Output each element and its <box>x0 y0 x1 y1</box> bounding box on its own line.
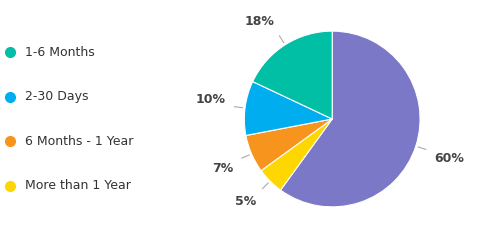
Text: 60%: 60% <box>434 152 464 165</box>
Text: 6 Months - 1 Year: 6 Months - 1 Year <box>24 135 133 148</box>
Text: 1-6 Months: 1-6 Months <box>24 46 94 59</box>
Text: 10%: 10% <box>196 93 226 106</box>
Wedge shape <box>252 31 332 119</box>
Wedge shape <box>244 82 332 135</box>
Text: 2-30 Days: 2-30 Days <box>24 90 88 103</box>
Text: 5%: 5% <box>235 195 256 208</box>
Text: 7%: 7% <box>212 162 234 175</box>
Text: More than 1 Year: More than 1 Year <box>24 179 130 192</box>
Wedge shape <box>261 119 332 190</box>
Wedge shape <box>246 119 332 171</box>
Text: 18%: 18% <box>245 15 275 29</box>
Wedge shape <box>280 31 420 207</box>
